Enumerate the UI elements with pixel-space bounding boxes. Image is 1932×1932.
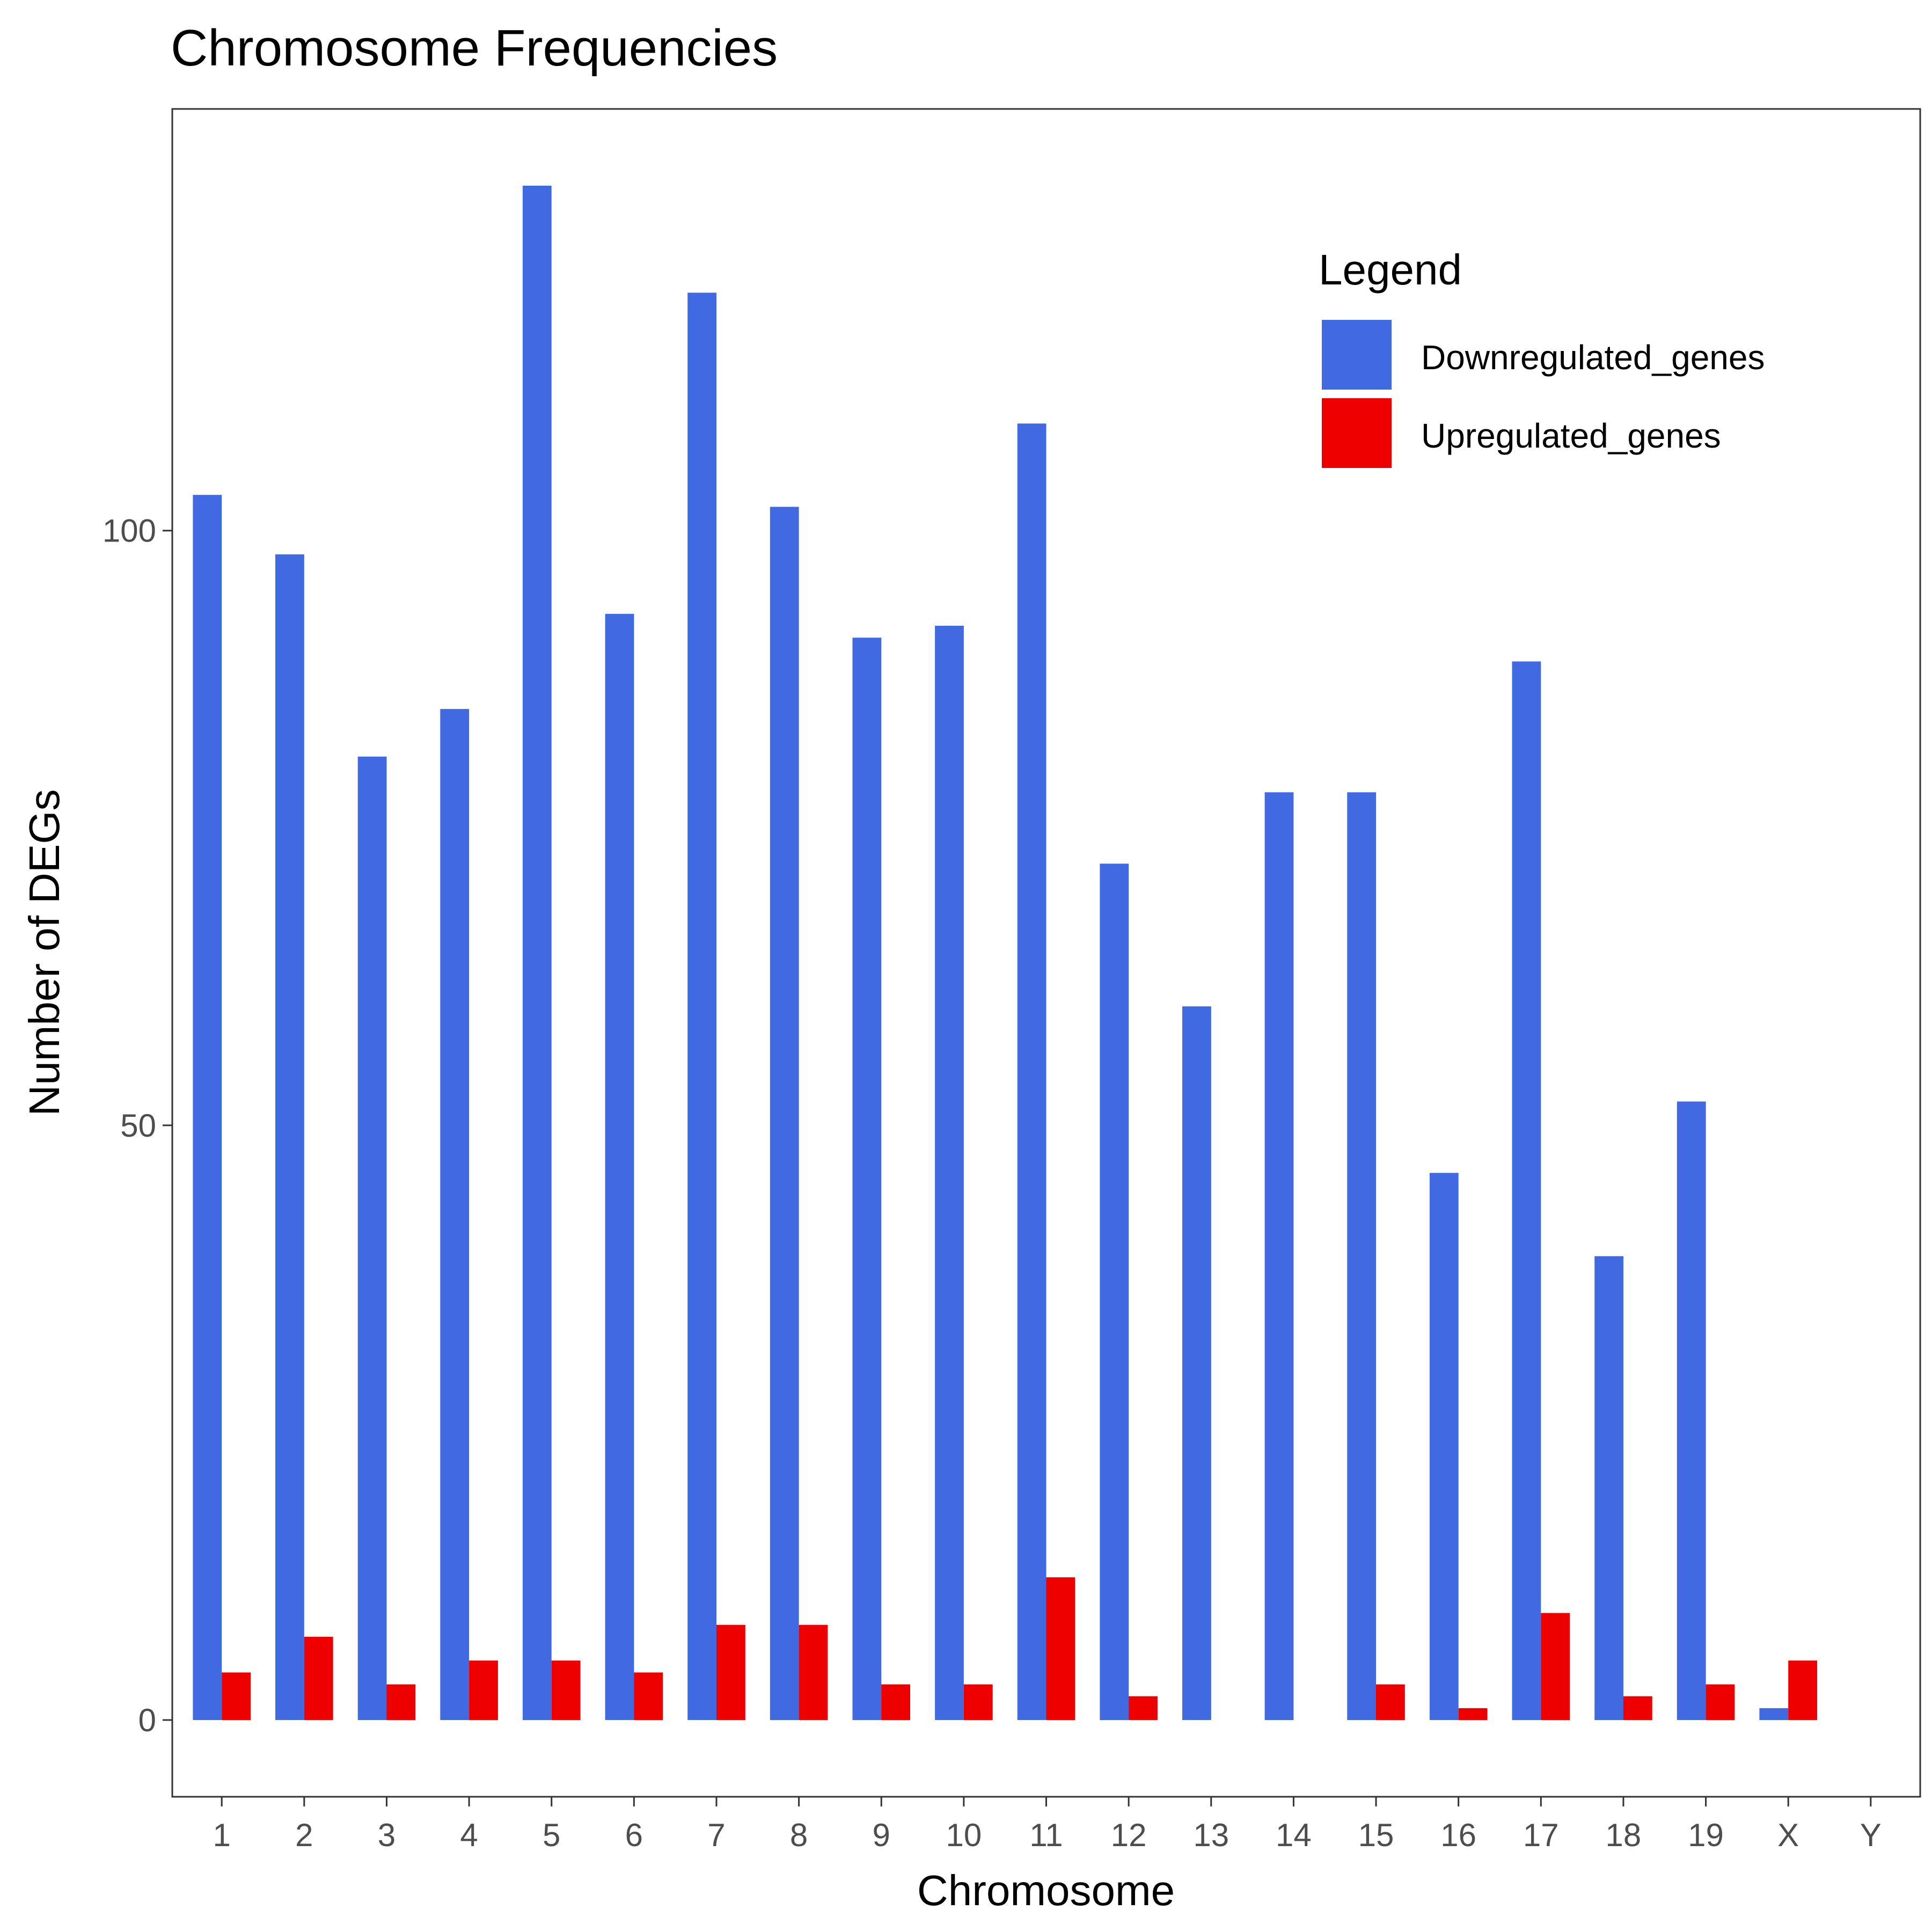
- legend-title: Legend: [1319, 246, 1462, 294]
- x-tick-label-3: 3: [378, 1817, 396, 1853]
- x-tick-label-18: 18: [1606, 1817, 1642, 1853]
- bar-downregulated-genes-chr-16: [1429, 1173, 1459, 1720]
- x-tick-label-11: 11: [1029, 1817, 1063, 1853]
- bar-upregulated-genes-chr-5: [551, 1660, 581, 1720]
- bar-downregulated-genes-chr-12: [1100, 863, 1129, 1721]
- bar-downregulated-genes-chr-9: [852, 638, 882, 1721]
- x-tick-label-10: 10: [946, 1817, 982, 1853]
- bar-upregulated-genes-chr-16: [1458, 1708, 1488, 1721]
- bar-downregulated-genes-chr-x: [1759, 1708, 1789, 1721]
- bar-downregulated-genes-chr-6: [605, 613, 634, 1720]
- bar-downregulated-genes-chr-2: [275, 554, 304, 1720]
- bar-downregulated-genes-chr-8: [770, 507, 799, 1721]
- x-tick-label-4: 4: [460, 1817, 478, 1853]
- bar-upregulated-genes-chr-10: [963, 1684, 993, 1721]
- bar-upregulated-genes-chr-6: [634, 1672, 663, 1721]
- bar-upregulated-genes-chr-7: [716, 1624, 745, 1720]
- bar-downregulated-genes-chr-3: [357, 756, 387, 1720]
- bar-downregulated-genes-chr-1: [193, 495, 222, 1721]
- bar-downregulated-genes-chr-17: [1512, 661, 1541, 1721]
- bars-group: [193, 186, 1817, 1721]
- x-tick-label-14: 14: [1276, 1817, 1312, 1853]
- bar-upregulated-genes-chr-2: [304, 1636, 333, 1720]
- bar-upregulated-genes-chr-17: [1541, 1613, 1570, 1721]
- y-axis: 0 50 100: [103, 513, 172, 1738]
- bar-downregulated-genes-chr-7: [687, 292, 716, 1721]
- x-tick-label-5: 5: [543, 1817, 560, 1853]
- bar-upregulated-genes-chr-11: [1046, 1577, 1075, 1721]
- x-tick-label-6: 6: [625, 1817, 643, 1853]
- x-axis: 1 2 3 4 5 6 7 8 9 10 11 12 13 14 15 16 17 18 19 X Y: [213, 1797, 1882, 1853]
- x-tick-label-19: 19: [1688, 1817, 1724, 1853]
- bar-upregulated-genes-chr-19: [1706, 1684, 1735, 1721]
- x-tick-label-8: 8: [790, 1817, 808, 1853]
- bar-downregulated-genes-chr-14: [1264, 792, 1294, 1721]
- x-tick-label-12: 12: [1111, 1817, 1147, 1853]
- bar-upregulated-genes-chr-3: [386, 1684, 416, 1721]
- y-tick-label-0: 0: [138, 1702, 156, 1738]
- x-tick-label-9: 9: [873, 1817, 890, 1853]
- bar-upregulated-genes-chr-15: [1376, 1684, 1405, 1721]
- x-tick-label-1: 1: [213, 1817, 230, 1853]
- bar-downregulated-genes-chr-5: [522, 186, 552, 1721]
- bar-downregulated-genes-chr-18: [1594, 1256, 1623, 1721]
- bar-upregulated-genes-chr-x: [1788, 1660, 1817, 1720]
- bar-downregulated-genes-chr-11: [1017, 423, 1046, 1721]
- x-tick-label-13: 13: [1193, 1817, 1229, 1853]
- x-tick-label-17: 17: [1523, 1817, 1559, 1853]
- x-tick-label-y: Y: [1860, 1817, 1882, 1853]
- bar-downregulated-genes-chr-15: [1347, 792, 1377, 1721]
- y-tick-label-100: 100: [103, 513, 156, 549]
- bar-upregulated-genes-chr-12: [1129, 1696, 1158, 1720]
- x-tick-label-x: X: [1777, 1817, 1799, 1853]
- legend-label-downregulated: Downregulated_genes: [1421, 338, 1765, 377]
- bar-upregulated-genes-chr-9: [881, 1684, 910, 1721]
- x-axis-title: Chromosome: [917, 1867, 1175, 1914]
- legend-key-upregulated: [1322, 398, 1392, 468]
- bar-downregulated-genes-chr-4: [440, 709, 470, 1720]
- legend: Legend Downregulated_genes Upregulated_g…: [1319, 246, 1765, 468]
- x-tick-label-2: 2: [295, 1817, 313, 1853]
- bar-downregulated-genes-chr-13: [1182, 1006, 1211, 1720]
- bar-upregulated-genes-chr-4: [469, 1660, 498, 1720]
- bar-downregulated-genes-chr-19: [1677, 1101, 1706, 1720]
- bar-upregulated-genes-chr-18: [1623, 1696, 1652, 1720]
- bar-downregulated-genes-chr-10: [935, 626, 964, 1720]
- y-tick-label-50: 50: [120, 1108, 156, 1144]
- legend-key-downregulated: [1322, 320, 1392, 390]
- bar-upregulated-genes-chr-8: [799, 1624, 828, 1720]
- x-tick-label-7: 7: [707, 1817, 725, 1853]
- x-tick-label-15: 15: [1358, 1817, 1394, 1853]
- chart-title: Chromosome Frequencies: [171, 19, 778, 77]
- bar-upregulated-genes-chr-1: [222, 1672, 251, 1721]
- legend-label-upregulated: Upregulated_genes: [1421, 416, 1721, 455]
- y-axis-title: Number of DEGs: [20, 789, 68, 1116]
- x-tick-label-16: 16: [1440, 1817, 1476, 1853]
